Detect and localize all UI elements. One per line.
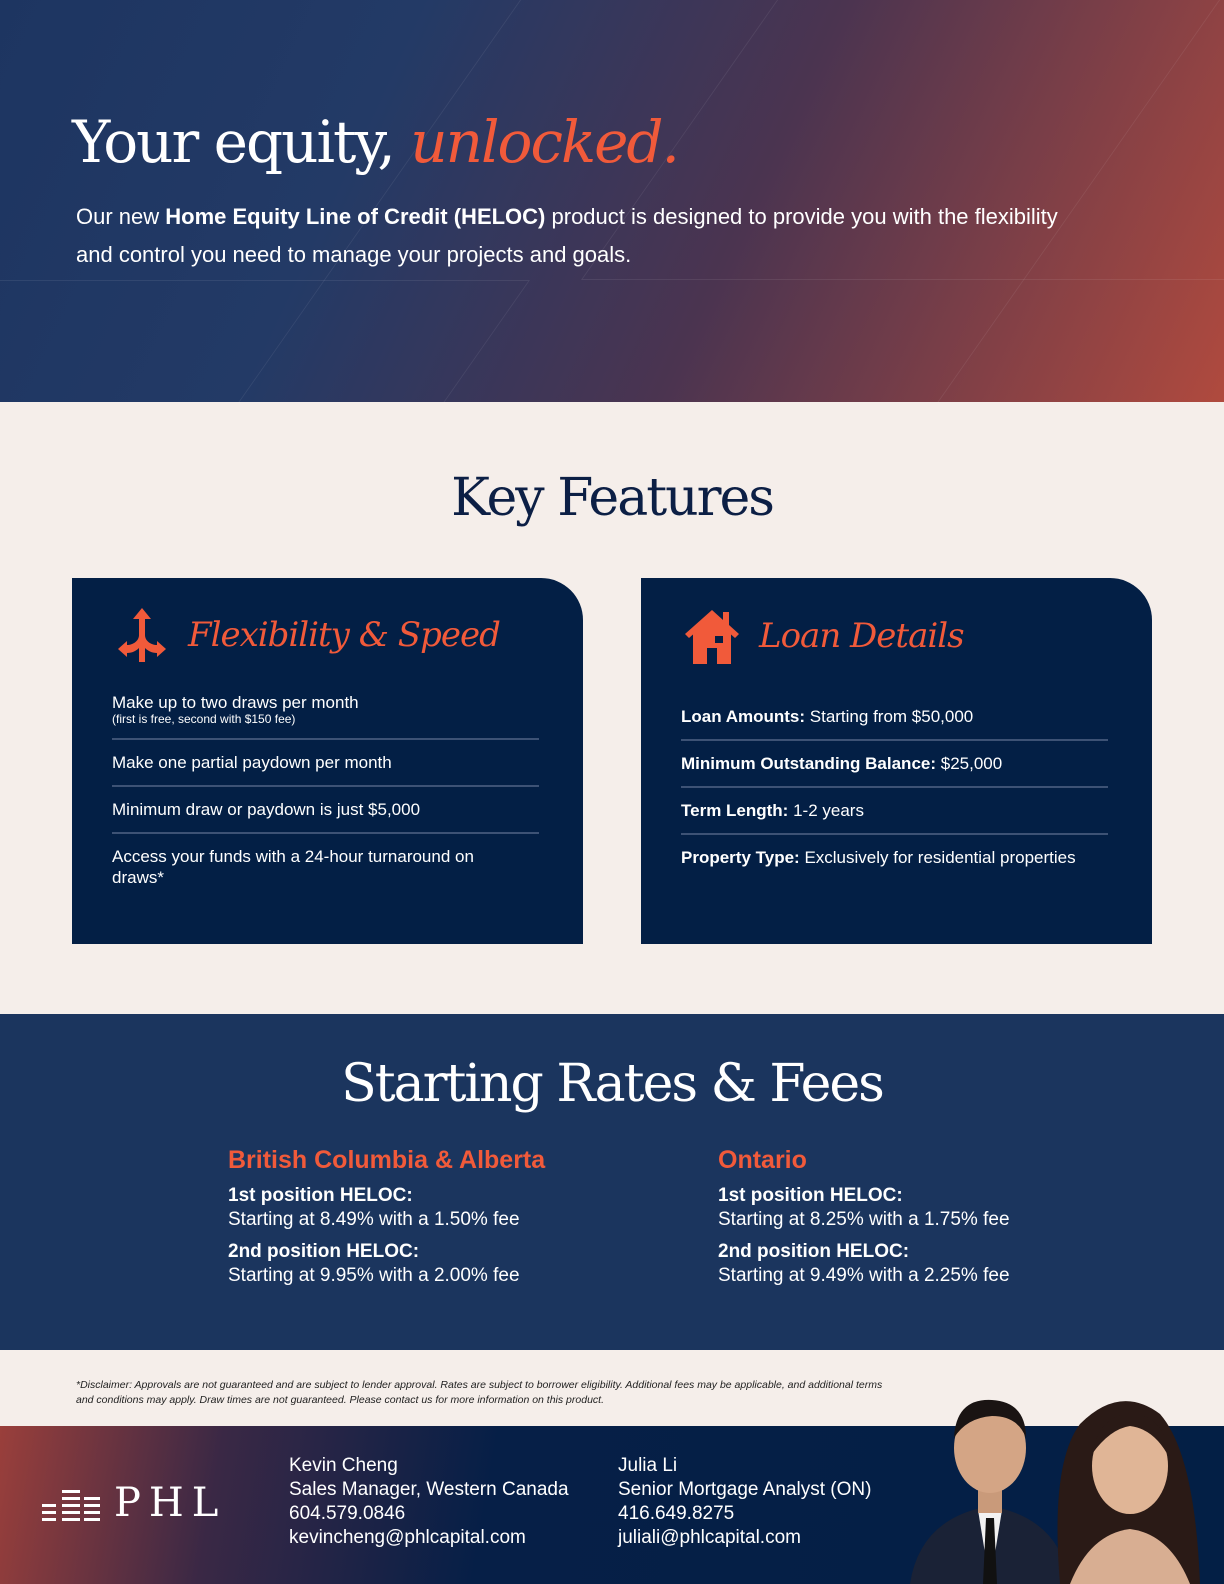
email-link[interactable]: kevincheng@phlcapital.com (289, 1527, 526, 1548)
split-arrows-icon (118, 608, 166, 662)
julia-photo (1057, 1401, 1200, 1584)
contact-kevin: Kevin Cheng Sales Manager, Western Canad… (289, 1455, 569, 1548)
rates-section: Starting Rates & Fees British Columbia &… (0, 1014, 1224, 1350)
card-title: Loan Details (759, 616, 965, 656)
email-link[interactable]: juliali@phlcapital.com (618, 1527, 801, 1548)
loan-detail-item: Term Length: 1-2 years (681, 788, 1108, 835)
feature-item: Access your funds with a 24-hour turnaro… (112, 847, 474, 887)
feature-item: Make up to two draws per month (first is … (112, 680, 539, 740)
decorative-shape (0, 280, 531, 402)
kevin-photo (910, 1399, 1070, 1584)
region-bc-alberta: British Columbia & Alberta 1st position … (228, 1146, 546, 1287)
phone-link[interactable]: 416.649.8275 (618, 1503, 735, 1524)
loan-detail-item: Minimum Outstanding Balance: $25,000 (681, 741, 1108, 788)
feature-item: Minimum draw or paydown is just $5,000 (112, 787, 539, 834)
region-ontario: Ontario 1st position HELOC: Starting at 8… (718, 1146, 1010, 1287)
loan-detail-item: Loan Amounts: Starting from $50,000 (681, 694, 1108, 741)
phone-link[interactable]: 604.579.0846 (289, 1503, 406, 1524)
key-features-title: Key Features (451, 468, 775, 528)
rates-title: Starting Rates & Fees (341, 1054, 885, 1114)
phl-logo: PHL (42, 1480, 226, 1526)
footer: PHL Kevin Cheng Sales Manager, Western C… (0, 1399, 1224, 1584)
building-logo-icon (42, 1490, 100, 1521)
loan-details-card: Loan Details Loan Amounts: Starting from… (641, 578, 1152, 944)
hero-banner: Your equity, unlocked. Our new Home Equi… (0, 0, 1224, 402)
flexibility-card: Flexibility & Speed Make up to two draws… (72, 578, 583, 944)
hero-title: Your equity, unlocked. (72, 108, 680, 176)
disclaimer: *Disclaimer: Approvals are not guarantee… (76, 1379, 883, 1406)
house-icon (685, 610, 739, 664)
loan-detail-item: Property Type: Exclusively for residenti… (681, 848, 1076, 867)
hero-intro: Our new Home Equity Line of Credit (HELO… (76, 204, 1058, 267)
feature-item: Make one partial paydown per month (112, 740, 539, 787)
card-title: Flexibility & Speed (188, 615, 501, 655)
contact-julia: Julia Li Senior Mortgage Analyst (ON) 41… (618, 1455, 872, 1548)
